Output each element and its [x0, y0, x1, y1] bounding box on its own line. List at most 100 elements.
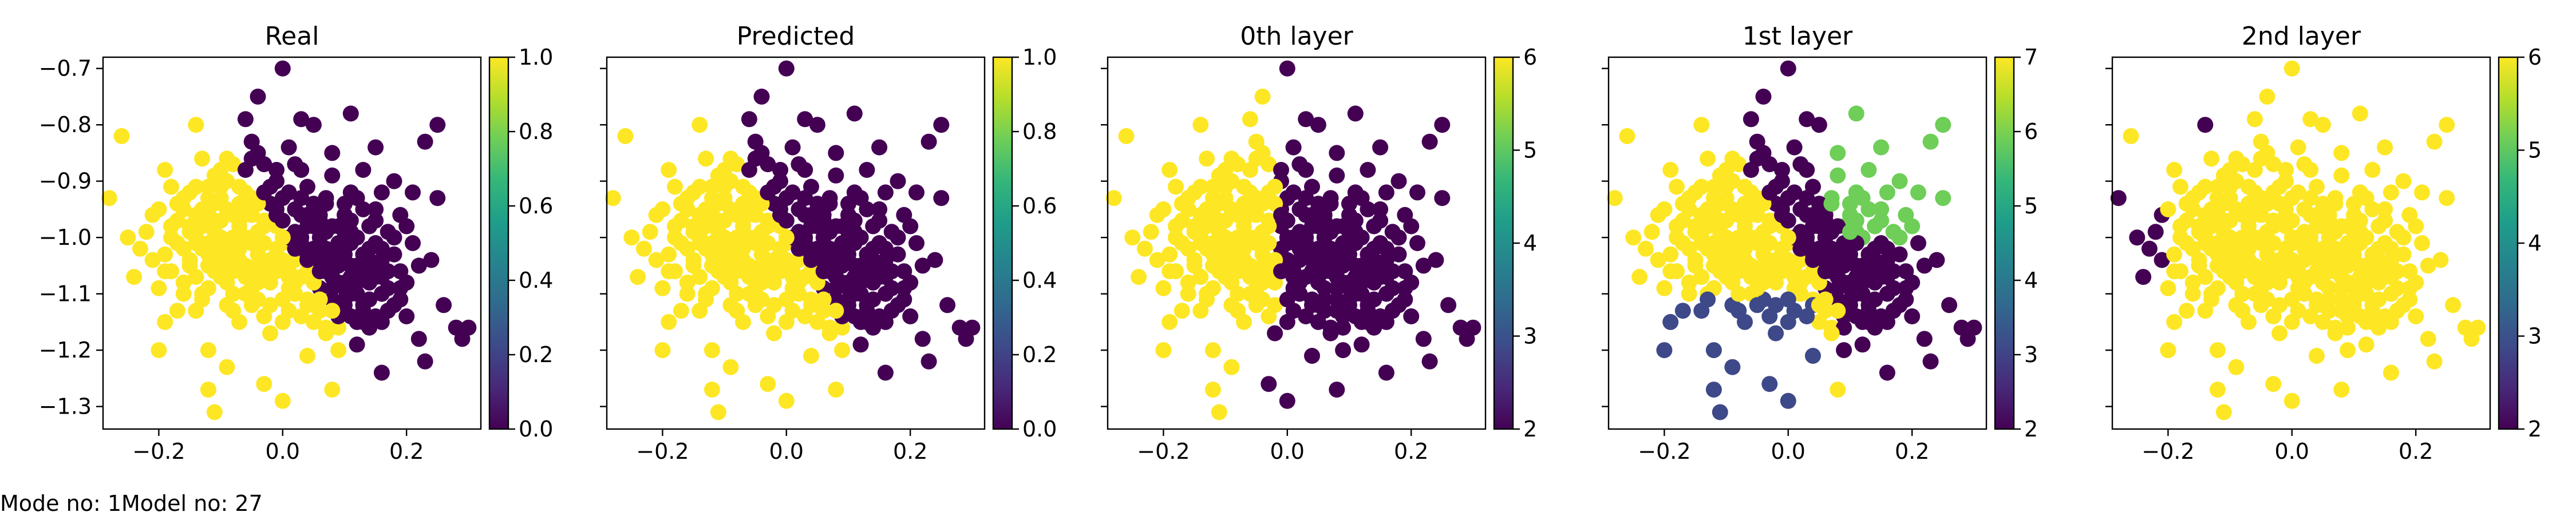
- scatter-point: [268, 162, 285, 178]
- colorbar-tick-label: 3: [2528, 324, 2542, 349]
- scatter-point: [1724, 359, 1741, 375]
- scatter-point: [654, 342, 671, 359]
- plot-frame: [1107, 56, 1487, 430]
- scatter-point: [2426, 353, 2443, 370]
- footer-label: Mode no: 1Model no: 27: [0, 491, 263, 516]
- scatter-point: [1643, 224, 1660, 240]
- scatter-point: [1353, 190, 1370, 207]
- scatter-point: [1204, 178, 1221, 195]
- scatter-point: [1298, 235, 1314, 251]
- scatter-point: [1397, 207, 1413, 223]
- scatter-point: [1168, 263, 1184, 280]
- scatter-point: [1786, 184, 1803, 201]
- scatter-point: [1347, 212, 1364, 229]
- scatter-point: [1261, 218, 1277, 235]
- colorbar: [992, 56, 1013, 430]
- scatter-point: [1916, 331, 1933, 347]
- scatter-point: [1674, 235, 1691, 251]
- scatter-point: [685, 252, 702, 268]
- scatter-point: [828, 303, 844, 319]
- scatter-point: [1737, 252, 1753, 268]
- scatter-point: [1619, 128, 1635, 144]
- scatter-point: [1329, 291, 1345, 308]
- scatter-point: [1860, 263, 1877, 280]
- scatter-point: [342, 105, 359, 122]
- scatter-point: [648, 252, 665, 268]
- scatter-point: [871, 201, 888, 217]
- scatter-point: [865, 240, 882, 257]
- scatter-point: [784, 139, 801, 156]
- scatter-point: [2309, 207, 2325, 223]
- scatter-point: [908, 184, 924, 201]
- scatter-point: [2383, 184, 2399, 201]
- scatter-point: [753, 88, 770, 105]
- scatter-point: [2209, 257, 2226, 274]
- scatter-point: [219, 257, 235, 274]
- scatter-point: [188, 117, 204, 133]
- scatter-point: [324, 218, 341, 235]
- scatter-point: [113, 128, 130, 144]
- scatter-point: [355, 263, 372, 280]
- scatter-point: [630, 269, 646, 285]
- scatter-point: [828, 382, 844, 398]
- scatter-point: [2191, 252, 2207, 268]
- scatter-point: [1261, 308, 1277, 324]
- scatter-point: [1836, 319, 1852, 336]
- scatter-point: [1848, 105, 1864, 122]
- scatter-point: [2463, 331, 2480, 347]
- scatter-point: [1378, 184, 1394, 201]
- scatter-point: [760, 218, 776, 235]
- scatter-point: [225, 229, 242, 246]
- scatter-point: [1730, 229, 1747, 246]
- scatter-point: [1910, 235, 1926, 251]
- scatter-point: [2302, 111, 2319, 128]
- scatter-point: [1223, 359, 1240, 375]
- scatter-point: [1693, 229, 1710, 246]
- scatter-point: [1755, 257, 1772, 274]
- scatter-point: [2333, 167, 2350, 184]
- colorbar-tick-label: 6: [2528, 45, 2542, 70]
- scatter-point: [877, 184, 894, 201]
- scatter-point: [1298, 111, 1314, 128]
- scatter-point: [828, 218, 844, 235]
- scatter-point: [1204, 342, 1221, 359]
- scatter-point: [373, 269, 390, 285]
- scatter-point: [1662, 162, 1679, 178]
- scatter-point: [1143, 224, 1159, 240]
- scatter-point: [1316, 263, 1333, 280]
- chart-title: 2nd layer: [2242, 22, 2361, 51]
- scatter-point: [1891, 229, 1908, 246]
- scatter-point: [2209, 178, 2226, 195]
- scatter-point: [692, 229, 708, 246]
- scatter-point: [1149, 252, 1165, 268]
- scatter-point: [163, 263, 179, 280]
- scatter-point: [2414, 184, 2430, 201]
- scatter-point: [280, 139, 297, 156]
- scatter-point: [2290, 269, 2306, 285]
- y-tick-label: −0.8: [39, 112, 92, 137]
- scatter-point: [429, 117, 446, 133]
- scatter-point: [219, 173, 235, 189]
- scatter-point: [821, 325, 838, 342]
- scatter-point: [834, 342, 851, 359]
- x-tick-label: 0.0: [769, 439, 804, 464]
- scatter-point: [679, 201, 696, 217]
- scatter-point: [250, 145, 266, 161]
- scatter-point: [2234, 229, 2251, 246]
- scatter-point: [386, 173, 402, 189]
- scatter-point: [605, 190, 621, 207]
- scatter-point: [1223, 173, 1240, 189]
- scatter-point: [1254, 145, 1271, 161]
- scatter-point: [2333, 382, 2350, 398]
- scatter-point: [1161, 162, 1178, 178]
- scatter-point: [1625, 229, 1642, 246]
- scatter-point: [398, 308, 415, 324]
- scatter-point: [1230, 285, 1246, 302]
- scatter-point: [859, 162, 875, 178]
- chart-title: Real: [265, 22, 319, 51]
- scatter-point: [1242, 111, 1258, 128]
- scatter-point: [206, 196, 223, 212]
- scatter-point: [2395, 229, 2412, 246]
- scatter-point: [760, 184, 776, 201]
- chart-panel-4: 2nd layer −0.2 0.0 0.2 2 3 4 5 6: [2105, 22, 2542, 464]
